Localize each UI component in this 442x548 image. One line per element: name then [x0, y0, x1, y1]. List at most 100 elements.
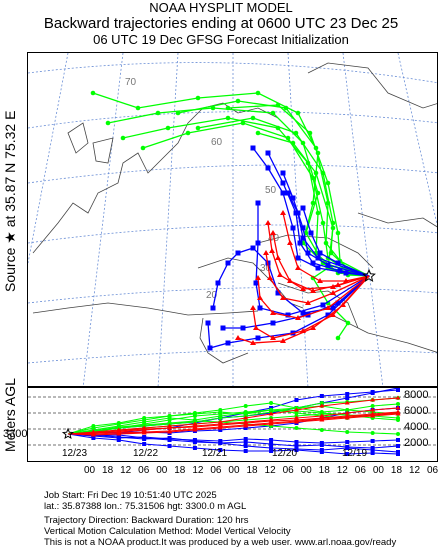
green-marker	[345, 408, 350, 412]
blue-marker	[345, 445, 350, 449]
red-marker	[277, 272, 283, 277]
profile-trajectory	[67, 433, 399, 455]
green-trajectory	[227, 104, 370, 277]
green-marker	[155, 110, 161, 116]
blue-marker	[250, 145, 256, 151]
red-marker	[250, 305, 256, 310]
blue-marker	[345, 440, 350, 444]
blue-marker	[167, 437, 172, 441]
red-marker	[340, 302, 346, 307]
red-marker	[305, 300, 311, 305]
green-marker	[319, 401, 324, 405]
green-marker	[396, 432, 400, 436]
blue-marker	[337, 268, 343, 274]
blue-marker	[294, 447, 299, 451]
blue-marker	[167, 444, 172, 448]
green-marker	[370, 431, 375, 435]
green-marker	[307, 130, 313, 136]
blue-marker	[294, 444, 299, 448]
coastline	[67, 122, 89, 154]
map-subtitle: Backward trajectories ending at 0600 UTC…	[43, 15, 399, 32]
date-tick-label: 12/19	[342, 448, 368, 459]
coastline	[277, 282, 359, 329]
blue-marker	[225, 340, 231, 346]
lat-label-20: 20	[206, 290, 218, 301]
green-marker	[250, 115, 256, 121]
green-marker	[165, 125, 171, 131]
blue-marker	[325, 262, 331, 268]
profile-trajectory	[68, 412, 399, 435]
green-marker	[396, 402, 400, 406]
green-marker	[195, 125, 201, 131]
blue-marker	[370, 390, 375, 394]
blue-marker	[300, 205, 306, 211]
hour-tick-label: 18	[174, 465, 186, 476]
green-marker	[90, 90, 96, 96]
blue-marker	[335, 260, 341, 266]
blue-marker	[345, 452, 350, 456]
lat-label-60: 60	[211, 137, 223, 148]
blue-marker	[255, 200, 261, 206]
blue-marker	[225, 260, 231, 266]
red-marker	[235, 335, 241, 340]
blue-marker	[320, 302, 326, 308]
grid-line	[28, 164, 437, 184]
height-label-4000: 4000	[404, 421, 429, 433]
hour-tick-label: 06	[138, 465, 150, 476]
grid-line	[342, 53, 384, 386]
red-marker	[263, 250, 269, 255]
green-marker	[315, 210, 321, 216]
red-trajectory	[282, 212, 370, 282]
red-marker	[280, 338, 286, 343]
blue-marker	[290, 195, 296, 201]
red-marker	[370, 412, 376, 417]
red-marker	[268, 420, 274, 425]
blue-marker	[235, 250, 241, 256]
red-marker	[330, 312, 336, 317]
blue-marker	[294, 440, 299, 444]
green-marker	[140, 145, 146, 151]
green-marker	[225, 115, 231, 121]
green-marker	[313, 170, 319, 176]
red-marker	[395, 410, 401, 415]
green-marker	[345, 320, 351, 326]
green-marker	[294, 426, 299, 430]
blue-marker	[269, 449, 274, 453]
blue-marker	[319, 448, 324, 452]
red-marker	[217, 424, 223, 429]
blue-marker	[269, 406, 274, 410]
blue-marker	[295, 210, 301, 216]
red-marker	[270, 335, 276, 340]
coastline	[92, 137, 114, 164]
red-marker	[280, 295, 286, 300]
red-marker	[344, 410, 350, 415]
green-marker	[120, 135, 126, 141]
red-marker	[344, 414, 350, 419]
blue-marker	[218, 448, 223, 452]
red-marker	[268, 411, 274, 416]
blue-marker	[253, 280, 259, 286]
red-marker	[319, 416, 325, 421]
red-trajectory	[257, 275, 370, 319]
source-location-label: Source ★ at 35.87 N 75.32 E	[2, 110, 18, 292]
blue-marker	[142, 435, 147, 439]
green-marker	[323, 240, 329, 246]
green-marker	[225, 105, 231, 111]
red-marker	[319, 403, 325, 408]
green-marker	[345, 430, 350, 434]
green-trajectory	[142, 122, 370, 277]
blue-marker	[218, 439, 223, 443]
blue-marker	[218, 428, 223, 432]
map-title: NOAA HYSPLIT MODEL	[149, 0, 293, 15]
red-marker	[167, 428, 173, 433]
red-marker	[330, 284, 336, 289]
blue-marker	[240, 325, 246, 331]
blue-marker	[396, 438, 400, 442]
blue-marker	[210, 305, 216, 311]
profile-trajectory	[67, 397, 399, 435]
green-marker	[396, 416, 400, 420]
blue-marker	[300, 225, 306, 231]
date-tick-label: 12/22	[133, 448, 159, 459]
blue-marker	[243, 449, 248, 453]
